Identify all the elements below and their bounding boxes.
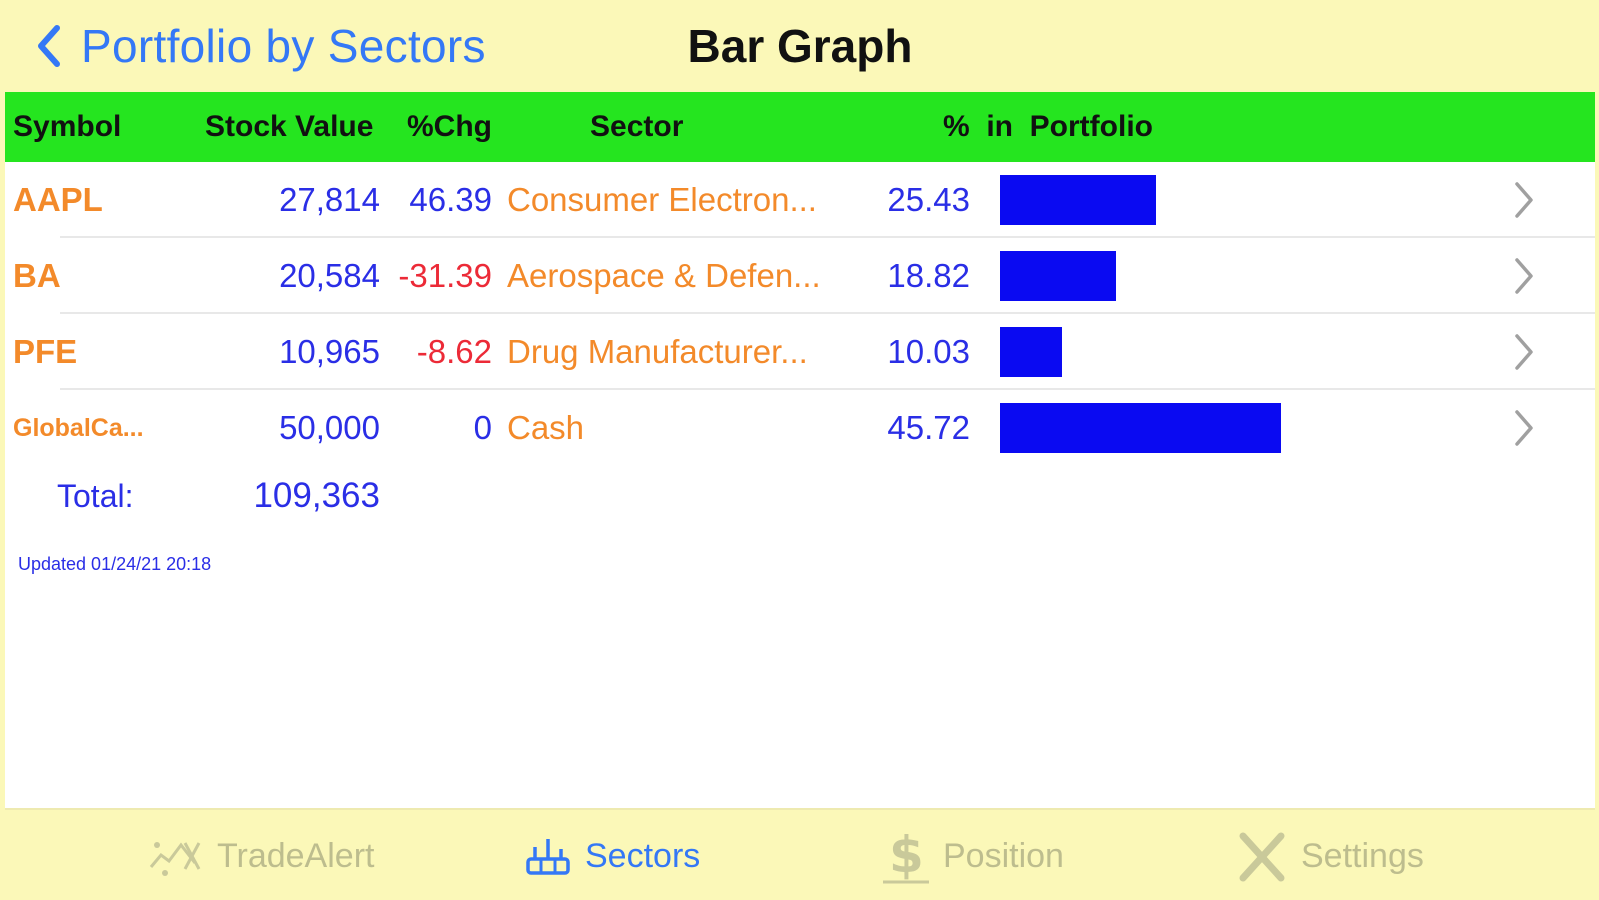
chevron-left-icon [38,25,60,67]
stock-value-cell: 50,000 [279,409,380,446]
symbol-cell: GlobalCa... [13,414,144,442]
chg-cell: -8.62 [416,333,492,370]
pct-cell: 25.43 [887,181,970,218]
tradealert-icon [149,842,201,876]
dollar-icon: $ [883,826,929,884]
portfolio-bar [1000,403,1281,453]
table-row[interactable]: GlobalCa... 50,000 0 Cash 45.72 [5,390,1595,466]
pct-cell: 10.03 [887,333,970,370]
settings-tools-icon [1239,832,1285,882]
tab-bar: TradeAlert Sectors $ Position [5,808,1595,900]
pct-cell: 18.82 [887,257,970,294]
header-stock-value: Stock Value [205,110,374,143]
chg-cell: 46.39 [409,181,492,218]
sector-cell: Cash [507,409,585,446]
row-separator [60,388,1595,390]
header-chg: %Chg [407,110,492,143]
svg-text:$: $ [889,826,924,884]
chevron-right-icon [1515,258,1533,294]
header-symbol: Symbol [13,110,122,143]
row-separator [60,312,1595,314]
table-header: Symbol Stock Value %Chg Sector % in Port… [5,92,1595,162]
portfolio-bar [1000,251,1116,301]
tab-label: TradeAlert [217,836,375,875]
tab-settings[interactable]: Settings [1237,810,1424,900]
tab-tradealert[interactable]: TradeAlert [147,810,374,900]
chevron-right-icon [1515,334,1533,370]
symbol-cell: AAPL [13,181,103,218]
pct-cell: 45.72 [887,409,970,446]
portfolio-bar [1000,175,1156,225]
sector-cell: Drug Manufacturer... [507,333,808,370]
page-title: Bar Graph [687,20,913,72]
row-separator [60,236,1595,238]
app-frame: Portfolio by Sectors Bar Graph Symbol St… [5,0,1595,900]
symbol-cell: BA [13,257,61,294]
symbol-cell: PFE [13,333,78,370]
table-row[interactable]: BA 20,584 -31.39 Aerospace & Defen... 18… [5,238,1595,314]
sector-cell: Aerospace & Defen... [507,257,821,294]
tab-label: Position [943,836,1064,875]
table-row[interactable]: AAPL 27,814 46.39 Consumer Electron... 2… [5,162,1595,238]
tab-sectors[interactable]: Sectors [525,810,700,900]
stock-value-cell: 10,965 [279,333,380,370]
portfolio-bar [1000,327,1062,377]
back-button-label: Portfolio by Sectors [81,20,486,72]
stock-value-cell: 20,584 [279,257,380,294]
total-value: 109,363 [253,476,380,515]
tab-label: Sectors [585,836,701,875]
chg-cell: -31.39 [398,257,492,294]
header-sector: Sector [590,110,684,143]
back-button[interactable]: Portfolio by Sectors [35,14,486,78]
header-pct-in-portfolio: % in Portfolio [943,110,1153,143]
chevron-right-icon [1515,182,1533,218]
chevron-right-icon [1515,410,1533,446]
sector-cell: Consumer Electron... [507,181,817,218]
stock-value-cell: 27,814 [279,181,380,218]
navigation-bar: Portfolio by Sectors Bar Graph [5,0,1595,92]
tab-label: Settings [1301,836,1424,875]
total-label: Total: [57,478,134,514]
tab-position[interactable]: $ Position [883,810,1064,900]
updated-timestamp: Updated 01/24/21 20:18 [18,554,212,574]
sectors-icon [526,839,570,875]
chg-cell: 0 [473,409,492,446]
table-row[interactable]: PFE 10,965 -8.62 Drug Manufacturer... 10… [5,314,1595,390]
